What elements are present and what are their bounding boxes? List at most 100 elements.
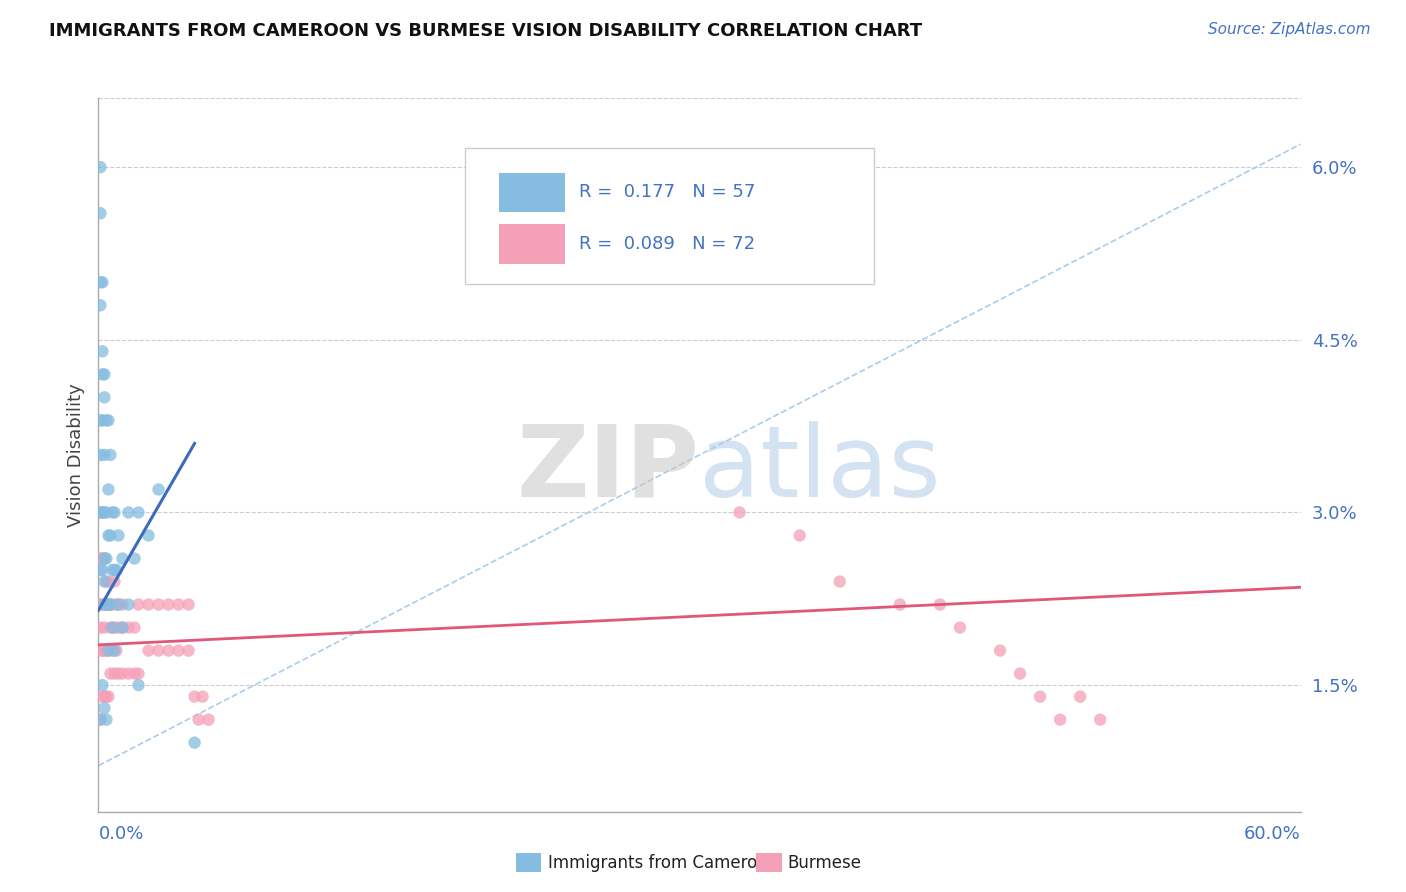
Point — [100, 598, 122, 612]
Point — [167, 598, 190, 612]
Point — [93, 643, 115, 657]
Point — [117, 506, 139, 520]
Point — [93, 448, 115, 462]
Point — [128, 666, 150, 681]
Point — [1069, 690, 1091, 704]
Point — [101, 643, 124, 657]
Point — [138, 528, 160, 542]
Point — [89, 506, 111, 520]
Point — [89, 506, 111, 520]
Point — [177, 598, 200, 612]
Point — [97, 598, 120, 612]
Point — [183, 736, 205, 750]
Point — [117, 666, 139, 681]
Point — [789, 528, 811, 542]
Point — [105, 563, 128, 577]
Text: 0.0%: 0.0% — [98, 825, 143, 843]
Point — [89, 413, 111, 427]
Point — [93, 574, 115, 589]
Point — [183, 690, 205, 704]
Text: 60.0%: 60.0% — [1244, 825, 1301, 843]
Point — [107, 598, 129, 612]
Point — [107, 621, 129, 635]
Point — [93, 368, 115, 382]
Point — [93, 551, 115, 566]
Point — [103, 506, 125, 520]
Point — [103, 643, 125, 657]
Point — [100, 528, 122, 542]
Point — [93, 506, 115, 520]
Point — [96, 506, 118, 520]
FancyBboxPatch shape — [465, 148, 873, 284]
Point — [93, 701, 115, 715]
Point — [91, 598, 114, 612]
Point — [93, 621, 115, 635]
Point — [97, 483, 120, 497]
Text: Immigrants from Cameroon: Immigrants from Cameroon — [548, 854, 778, 871]
Point — [124, 621, 146, 635]
Text: R =  0.177   N = 57: R = 0.177 N = 57 — [579, 184, 755, 202]
Point — [138, 598, 160, 612]
Point — [1049, 713, 1071, 727]
Point — [91, 690, 114, 704]
Point — [93, 598, 115, 612]
Point — [97, 528, 120, 542]
Point — [187, 713, 209, 727]
Point — [128, 506, 150, 520]
Point — [100, 448, 122, 462]
Point — [107, 598, 129, 612]
Point — [89, 713, 111, 727]
Point — [107, 528, 129, 542]
Point — [101, 563, 124, 577]
Point — [128, 598, 150, 612]
Point — [89, 298, 111, 312]
Point — [89, 551, 111, 566]
Point — [91, 344, 114, 359]
Point — [111, 551, 134, 566]
Point — [103, 621, 125, 635]
Point — [103, 563, 125, 577]
Text: R =  0.089   N = 72: R = 0.089 N = 72 — [579, 235, 755, 252]
Point — [111, 621, 134, 635]
Point — [89, 160, 111, 174]
Point — [101, 598, 124, 612]
Text: Burmese: Burmese — [787, 854, 862, 871]
Point — [97, 598, 120, 612]
Point — [96, 598, 118, 612]
Point — [96, 690, 118, 704]
Point — [97, 413, 120, 427]
Point — [949, 621, 972, 635]
Point — [889, 598, 911, 612]
Point — [105, 598, 128, 612]
Point — [89, 206, 111, 220]
FancyBboxPatch shape — [499, 225, 565, 264]
Point — [111, 621, 134, 635]
Point — [89, 713, 111, 727]
Point — [105, 643, 128, 657]
Point — [100, 598, 122, 612]
Point — [93, 690, 115, 704]
Point — [91, 275, 114, 289]
Point — [89, 563, 111, 577]
Point — [103, 666, 125, 681]
Point — [191, 690, 214, 704]
Point — [107, 666, 129, 681]
Point — [89, 598, 111, 612]
Point — [93, 551, 115, 566]
Point — [91, 551, 114, 566]
Point — [91, 413, 114, 427]
Point — [100, 621, 122, 635]
Point — [97, 690, 120, 704]
Point — [100, 666, 122, 681]
Point — [96, 713, 118, 727]
Point — [96, 574, 118, 589]
Point — [728, 506, 751, 520]
Text: IMMIGRANTS FROM CAMEROON VS BURMESE VISION DISABILITY CORRELATION CHART: IMMIGRANTS FROM CAMEROON VS BURMESE VISI… — [49, 22, 922, 40]
FancyBboxPatch shape — [499, 173, 565, 212]
Point — [97, 643, 120, 657]
Point — [1088, 713, 1111, 727]
Y-axis label: Vision Disability: Vision Disability — [66, 383, 84, 527]
Point — [929, 598, 952, 612]
Point — [111, 598, 134, 612]
Point — [96, 551, 118, 566]
